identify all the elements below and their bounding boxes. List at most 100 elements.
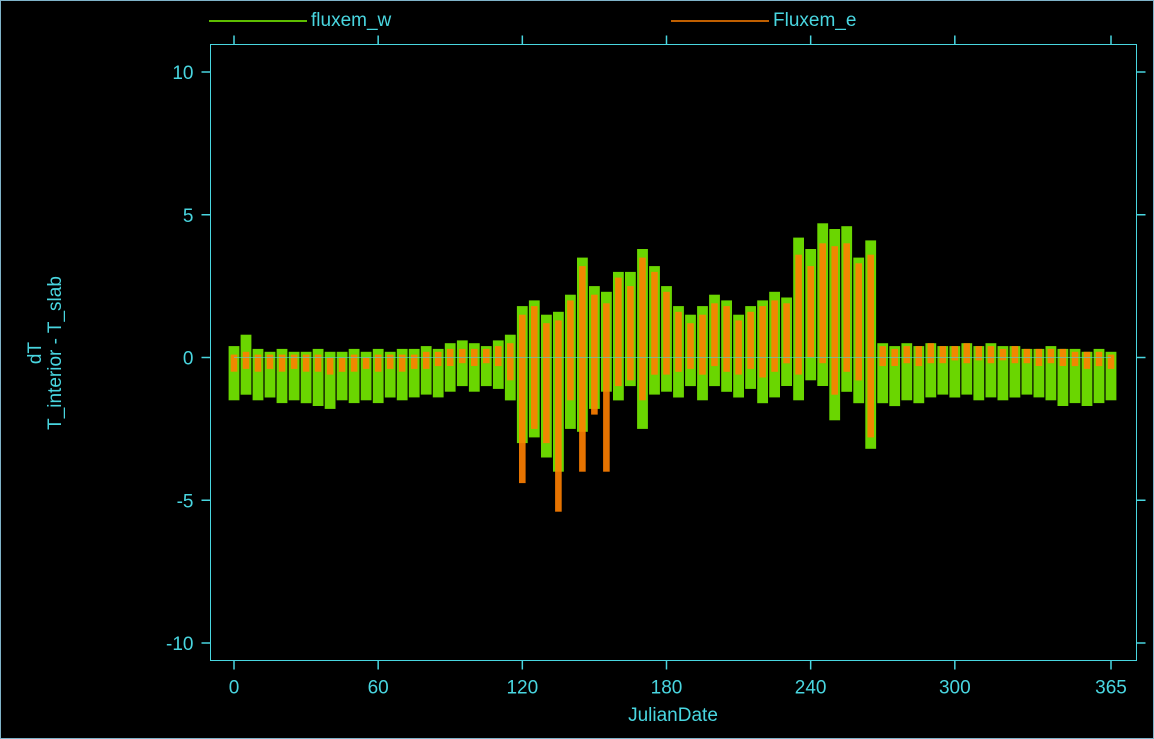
series-Fluxem_e-bar xyxy=(338,357,346,372)
series-fluxem_w-bar xyxy=(360,351,372,401)
series-Fluxem_e-bar xyxy=(1023,348,1031,364)
series-Fluxem_e-bar xyxy=(591,294,598,415)
series-fluxem_w-bar xyxy=(889,346,901,407)
series-fluxem_w-bar xyxy=(1033,348,1045,398)
series-Fluxem_e-bar xyxy=(230,354,238,372)
series-Fluxem_e-bar xyxy=(699,314,706,375)
series-Fluxem_e-bar xyxy=(362,357,370,369)
series-Fluxem_e-bar xyxy=(975,346,983,361)
series-fluxem_w-bar xyxy=(1009,346,1021,398)
y-tick-label: 5 xyxy=(183,206,194,227)
series-Fluxem_e-bar xyxy=(483,348,490,364)
series-fluxem_w-bar xyxy=(372,348,384,404)
series-Fluxem_e-bar xyxy=(999,348,1007,361)
series-Fluxem_e-bar xyxy=(927,343,935,364)
series-Fluxem_e-bar xyxy=(350,354,358,372)
series-fluxem_w-bar xyxy=(973,346,985,401)
series-Fluxem_e-bar xyxy=(507,343,514,381)
legend-label-fluxem-w: fluxem_w xyxy=(311,10,392,31)
series-Fluxem_e-bar xyxy=(579,266,586,472)
series-fluxem_w-bar xyxy=(1045,346,1057,401)
y-tick-label: -5 xyxy=(177,491,194,512)
series-Fluxem_e-bar xyxy=(903,346,911,364)
series-fluxem_w-bar xyxy=(336,351,348,401)
series-fluxem_w-bar xyxy=(312,348,324,406)
series-fluxem_w-bar xyxy=(288,351,300,401)
series-fluxem_w-bar xyxy=(901,343,913,401)
series-Fluxem_e-bar xyxy=(410,354,418,369)
series-fluxem_w-bar xyxy=(913,346,925,404)
series-Fluxem_e-bar xyxy=(867,254,874,438)
series-Fluxem_e-bar xyxy=(1011,346,1019,364)
series-Fluxem_e-bar xyxy=(783,303,790,364)
series-Fluxem_e-bar xyxy=(422,351,430,369)
series-Fluxem_e-bar xyxy=(531,306,538,429)
series-Fluxem_e-bar xyxy=(278,354,286,372)
series-Fluxem_e-bar xyxy=(1107,354,1115,369)
series-Fluxem_e-bar xyxy=(1095,351,1103,367)
x-axis-title: JulianDate xyxy=(628,705,718,726)
series-fluxem_w-bar xyxy=(961,343,973,395)
series-Fluxem_e-bar xyxy=(627,286,634,381)
series-Fluxem_e-bar xyxy=(915,346,923,367)
series-Fluxem_e-bar xyxy=(771,300,778,372)
series-fluxem_w-bar xyxy=(985,343,997,398)
series-Fluxem_e-bar xyxy=(543,323,550,444)
series-Fluxem_e-bar xyxy=(747,311,754,369)
legend: fluxem_w Fluxem_e xyxy=(209,10,856,31)
series-Fluxem_e-bar xyxy=(987,346,995,364)
series-Fluxem_e-bar xyxy=(603,303,610,472)
series-fluxem_w-bar xyxy=(348,348,360,404)
series-fluxem_w-bar xyxy=(408,348,420,398)
series-Fluxem_e-bar xyxy=(254,354,262,372)
series-fluxem_w-bar xyxy=(384,351,396,398)
series-fluxem_w-bar xyxy=(1081,351,1093,406)
legend-label-fluxem-e: Fluxem_e xyxy=(773,10,856,31)
series-Fluxem_e-bar xyxy=(459,348,466,364)
series-fluxem_w-bar xyxy=(877,343,889,404)
series-Fluxem_e-bar xyxy=(951,346,959,361)
series-Fluxem_e-bar xyxy=(615,277,622,387)
series-Fluxem_e-bar xyxy=(567,300,574,401)
series-Fluxem_e-bar xyxy=(843,243,850,372)
series-fluxem_w-bar xyxy=(444,343,456,392)
series-fluxem_w-bar xyxy=(396,348,408,401)
x-tick-label: 240 xyxy=(795,678,827,699)
y-axis-title-line-2: T_interior - T_slab xyxy=(45,276,66,430)
series-fluxem_w-bar xyxy=(1105,351,1117,401)
series-Fluxem_e-bar xyxy=(687,323,694,369)
series-Fluxem_e-bar xyxy=(495,346,502,367)
series-Fluxem_e-bar xyxy=(795,254,802,375)
series-Fluxem_e-bar xyxy=(386,354,394,369)
series-fluxem_w-bar xyxy=(1069,348,1081,404)
y-tick-label: 0 xyxy=(183,349,194,370)
series-Fluxem_e-bar xyxy=(939,346,947,364)
series-Fluxem_e-bar xyxy=(1047,348,1055,364)
series-Fluxem_e-bar xyxy=(519,314,526,484)
ticks-layer: 0 60 120 180 240 300 365 10 5 0 -5 -10 xyxy=(166,35,1146,699)
series-fluxem_w-bar xyxy=(456,340,468,387)
y-tick-label: 10 xyxy=(172,63,193,84)
series-Fluxem_e-bar xyxy=(831,246,838,395)
series-Fluxem_e-bar xyxy=(639,257,646,401)
series-Fluxem_e-bar xyxy=(855,263,862,381)
series-Fluxem_e-bar xyxy=(374,354,382,372)
series-Fluxem_e-bar xyxy=(326,357,334,375)
series-fluxem_w-bar xyxy=(264,351,276,398)
series-Fluxem_e-bar xyxy=(555,320,562,512)
series-Fluxem_e-bar xyxy=(663,291,670,375)
y-tick-label: -10 xyxy=(166,634,193,655)
series-Fluxem_e-bar xyxy=(302,354,310,372)
series-Fluxem_e-bar xyxy=(819,243,826,364)
plot-frame xyxy=(210,44,1137,661)
x-tick-label: 120 xyxy=(506,678,538,699)
series-fluxem_w-bar xyxy=(276,348,288,404)
series-Fluxem_e-bar xyxy=(1071,351,1079,367)
series-layer xyxy=(228,223,1117,512)
series-Fluxem_e-bar xyxy=(266,354,274,369)
series-Fluxem_e-bar xyxy=(675,311,682,372)
y-axis-title-line-1: dT xyxy=(25,342,46,365)
series-fluxem_w-bar xyxy=(925,343,937,398)
